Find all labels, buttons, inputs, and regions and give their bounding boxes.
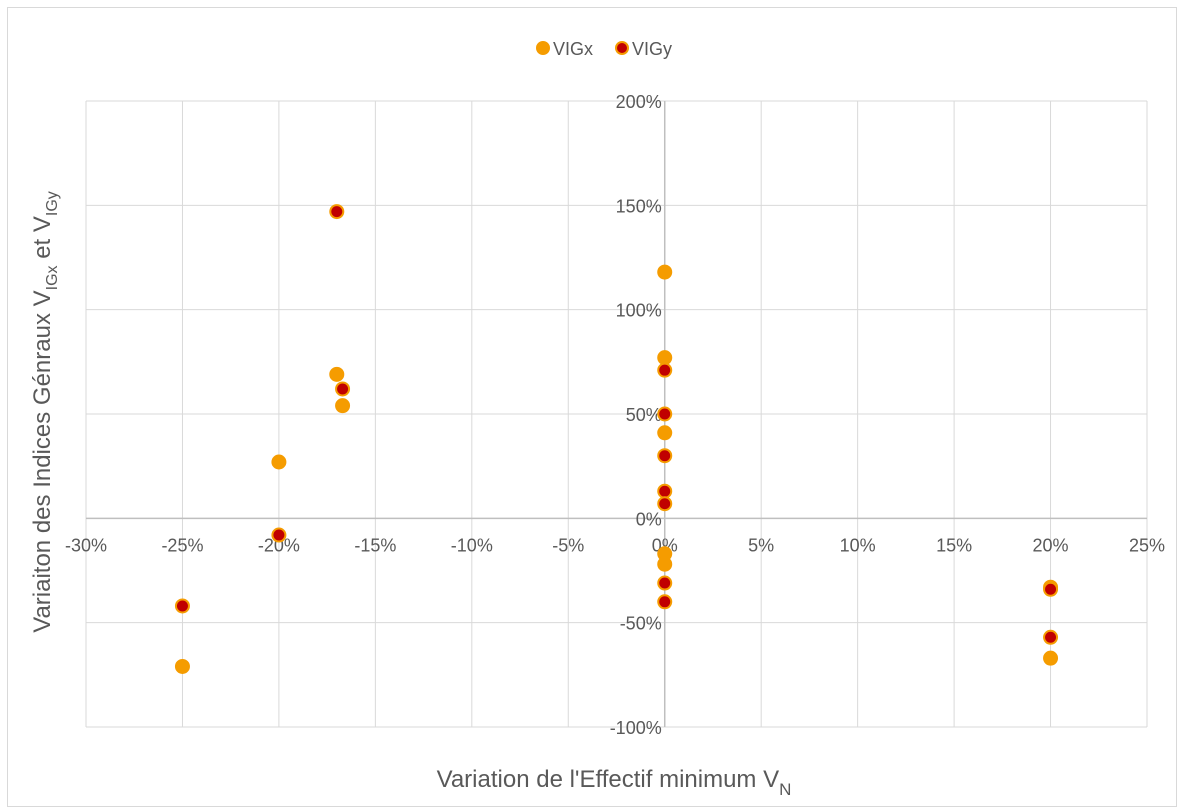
- x-tick-label: -15%: [354, 535, 396, 555]
- point-vigy: [657, 362, 673, 378]
- point-vigy: [174, 598, 190, 614]
- x-axis-title-main: Variation de l'Effectif minimum V: [437, 766, 780, 793]
- x-tick-label: 15%: [936, 535, 972, 555]
- point-vigx: [271, 454, 287, 470]
- x-tick-label: 25%: [1129, 535, 1165, 555]
- y-axis-title-part-1: Variaiton des Indices Génraux V: [29, 290, 56, 632]
- y-axis-title-part-2: et V: [29, 216, 56, 265]
- point-vigy: [657, 483, 673, 499]
- series-vigx: [174, 264, 1059, 674]
- y-tick-label: 100%: [616, 301, 662, 321]
- tick-labels: -30% -25% -20% -15% -10% -5% 0% 5% 10% 15% 20% 25% -…: [65, 92, 1165, 738]
- x-tick-label: -30%: [65, 535, 107, 555]
- point-vigy: [1043, 581, 1059, 597]
- point-vigx: [657, 425, 673, 441]
- point-vigx: [657, 264, 673, 280]
- legend-marker-vigy: [615, 41, 629, 55]
- point-vigx: [1043, 650, 1059, 666]
- y-tick-label: 150%: [616, 196, 662, 216]
- legend: VIGx VIGy: [536, 39, 672, 59]
- y-tick-label: 200%: [616, 92, 662, 112]
- x-tick-label: 20%: [1033, 535, 1069, 555]
- y-tick-label: 0%: [636, 509, 662, 529]
- point-vigy: [1043, 629, 1059, 645]
- x-axis-title-sub: N: [779, 780, 791, 796]
- y-axis-title: Variaiton des Indices Génraux VIGx et VI…: [29, 191, 61, 633]
- grid-layer: [85, 100, 1148, 728]
- x-tick-label: 10%: [840, 535, 876, 555]
- y-tick-label: -100%: [610, 718, 662, 738]
- y-axis-title-sub-1: IGx: [44, 265, 61, 290]
- data-points: [174, 204, 1059, 674]
- point-vigy: [335, 381, 351, 397]
- x-tick-label: -25%: [161, 535, 203, 555]
- x-tick-label: -10%: [451, 535, 493, 555]
- point-vigx: [657, 350, 673, 366]
- x-tick-label: 5%: [748, 535, 774, 555]
- y-tick-label: 50%: [626, 405, 662, 425]
- point-vigy: [657, 406, 673, 422]
- legend-marker-vigx: [536, 41, 550, 55]
- x-tick-label: -20%: [258, 535, 300, 555]
- legend-label-vigx: VIGx: [553, 39, 593, 59]
- point-vigx: [174, 658, 190, 674]
- y-axis-title-sub-2: IGy: [44, 191, 61, 216]
- point-vigx: [329, 366, 345, 382]
- y-tick-label: -50%: [620, 614, 662, 634]
- point-vigy: [657, 448, 673, 464]
- point-vigy: [271, 527, 287, 543]
- x-tick-label: -5%: [552, 535, 584, 555]
- point-vigx: [335, 398, 351, 414]
- point-vigy: [657, 594, 673, 610]
- point-vigy: [657, 496, 673, 512]
- point-vigy: [329, 204, 345, 220]
- series-vigy: [174, 204, 1059, 645]
- x-axis-title: Variation de l'Effectif minimum VN: [437, 766, 792, 796]
- point-vigy: [657, 575, 673, 591]
- legend-label-vigy: VIGy: [632, 39, 672, 59]
- point-vigx: [657, 556, 673, 572]
